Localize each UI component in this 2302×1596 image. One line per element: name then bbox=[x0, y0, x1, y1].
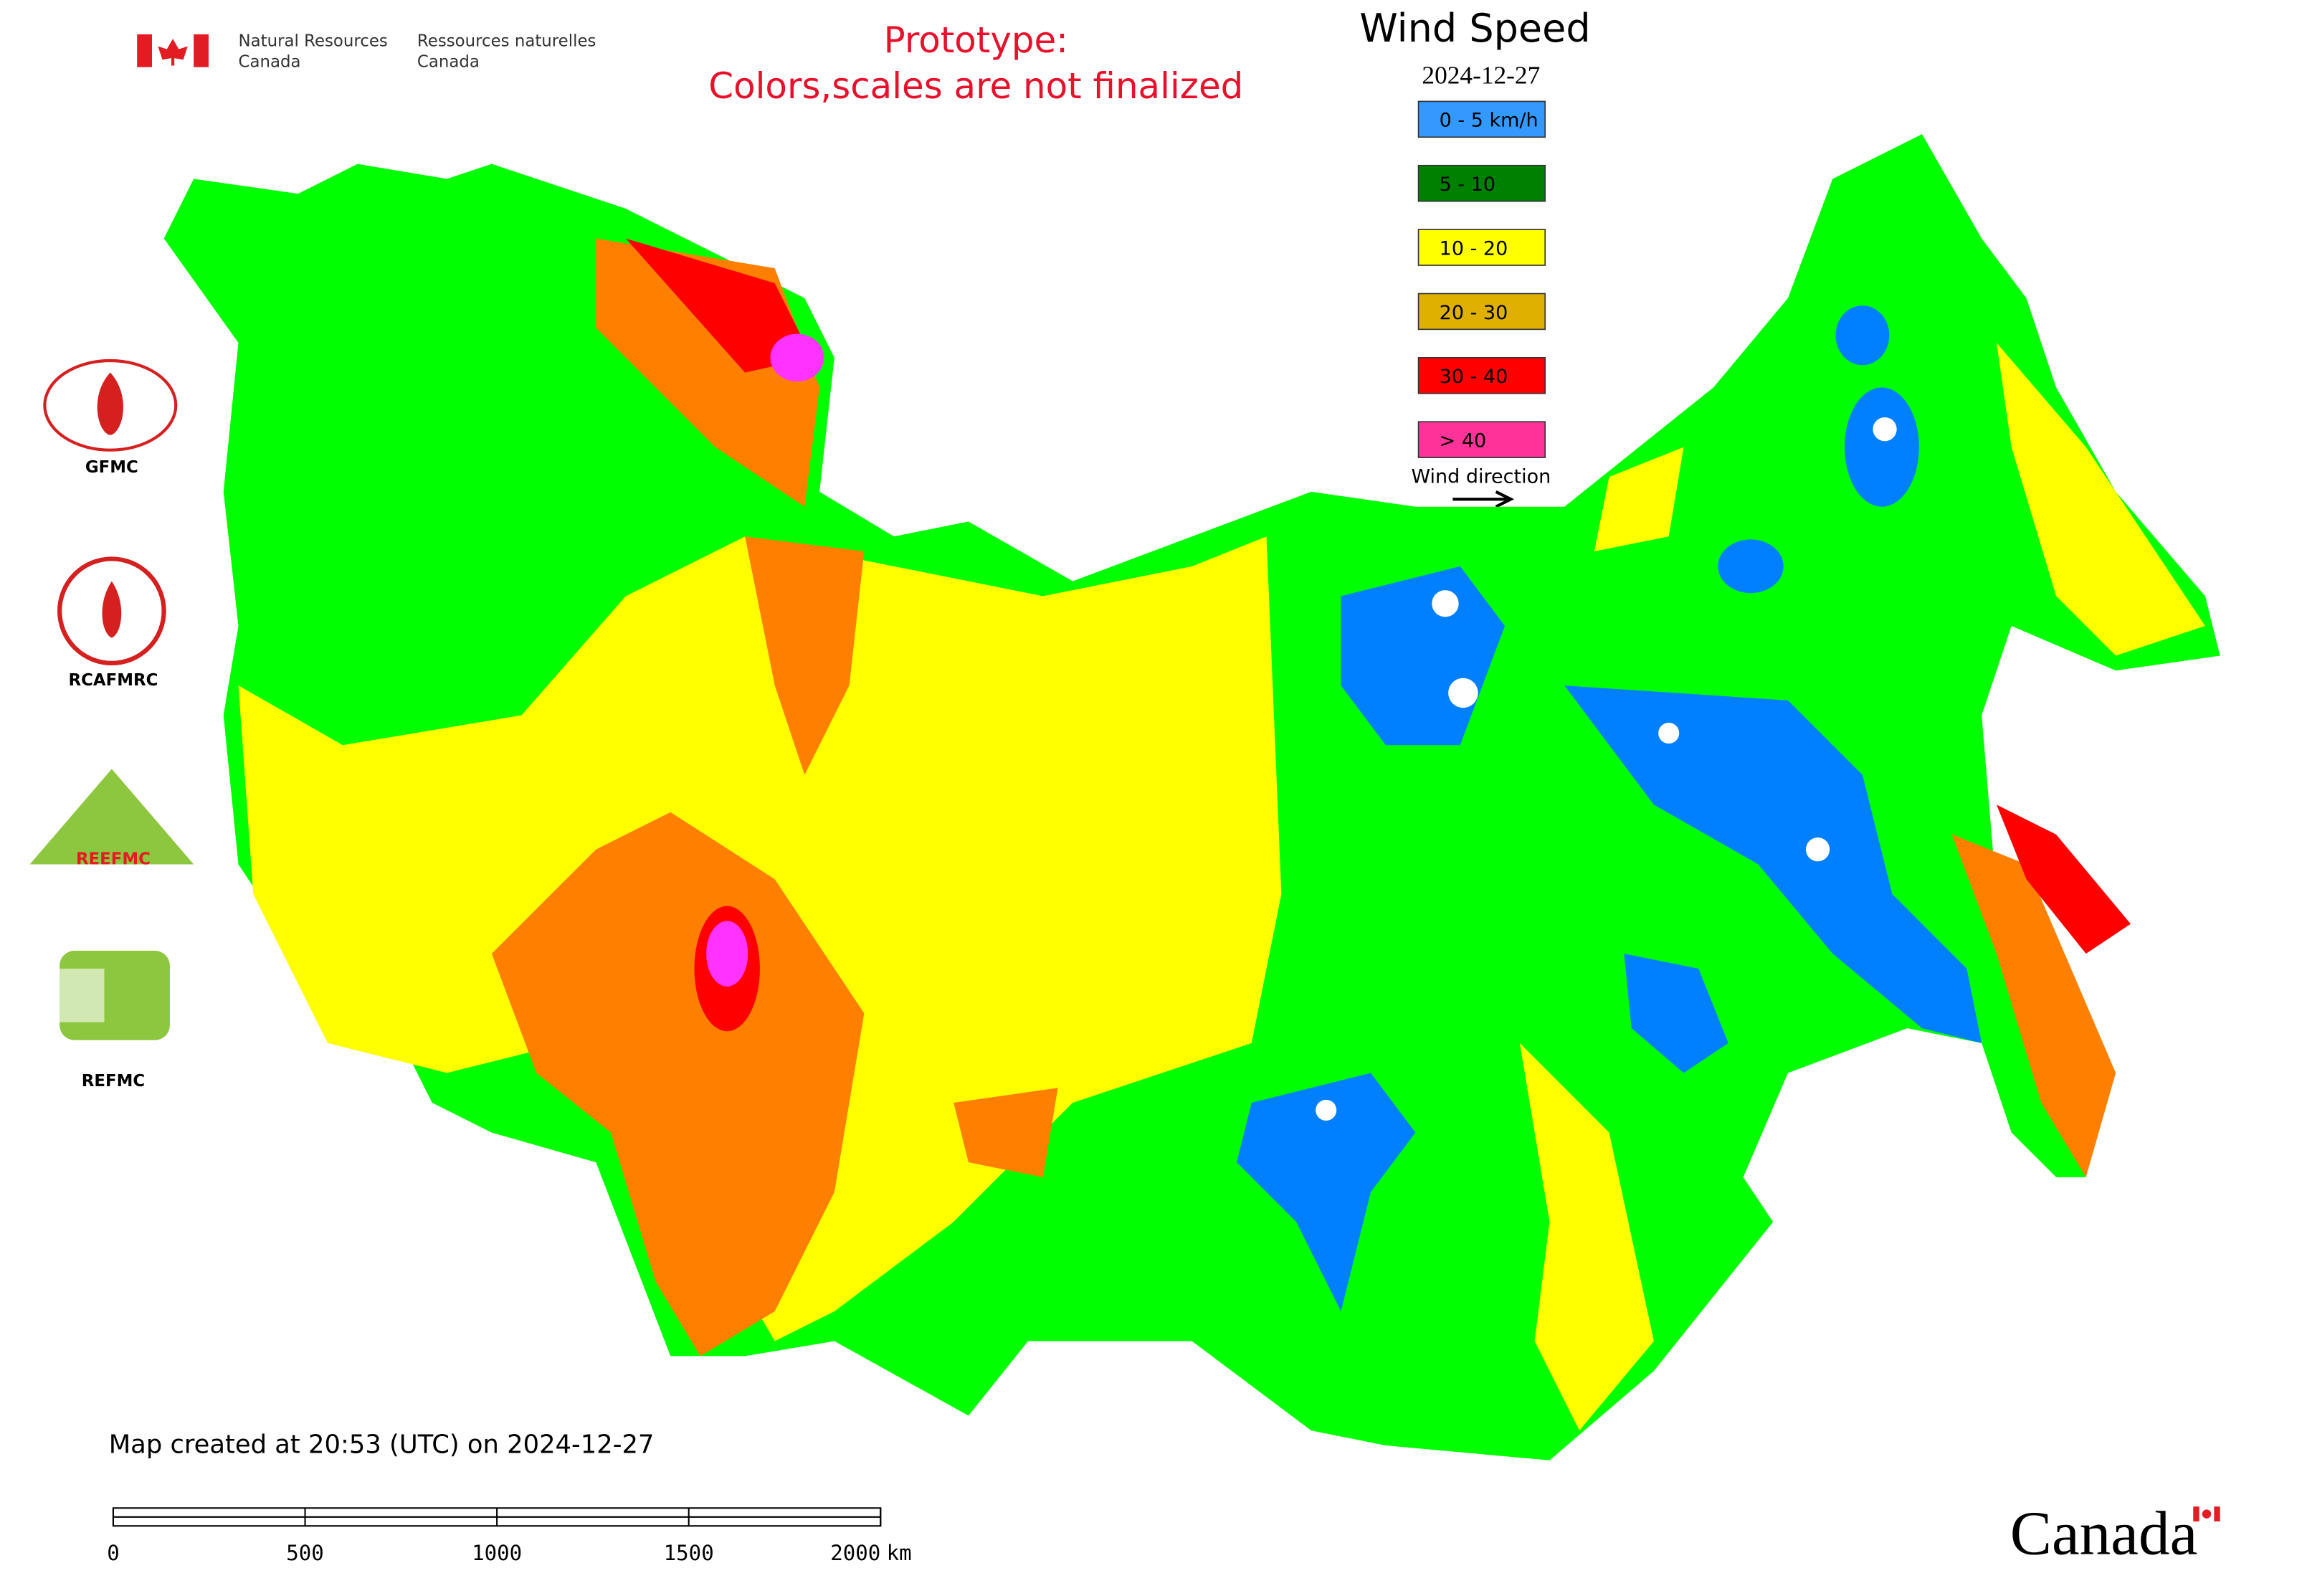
legend-label: 10 - 20 bbox=[1440, 237, 1508, 260]
canada-flag bbox=[137, 34, 209, 67]
legend: 0 - 5 km/h 5 - 10 10 - 20 20 - 30 30 - 40 > 4… bbox=[1417, 100, 1546, 458]
partner-label: REEFMC bbox=[76, 850, 151, 868]
org-en-line: Canada bbox=[239, 53, 301, 72]
legend-swatch bbox=[1417, 100, 1546, 138]
scale-bar: 0 500 1000 1500 2000 km bbox=[107, 1507, 912, 1565]
partner-label: GFMC bbox=[85, 458, 138, 477]
legend-swatch bbox=[1417, 229, 1546, 266]
legend-label: 0 - 5 km/h bbox=[1440, 110, 1538, 132]
legend-label: > 40 bbox=[1440, 430, 1487, 452]
prototype-notice: Colors,scales are not finalized bbox=[708, 65, 1243, 107]
creation-note: Map created at 20:53 (UTC) on 2024-12-27 bbox=[109, 1430, 655, 1459]
wordmark-flag bbox=[2193, 1506, 2220, 1522]
canada-wordmark: Canada bbox=[2010, 1498, 2198, 1568]
wind-direction-label: Wind direction bbox=[1411, 465, 1551, 488]
scale-label: 0 bbox=[107, 1541, 120, 1565]
partner-label: REFMC bbox=[82, 1072, 145, 1091]
map-regions bbox=[163, 134, 2220, 1460]
scale-unit: km bbox=[887, 1541, 912, 1565]
scale-label: 2000 bbox=[830, 1541, 880, 1565]
partner-label: RCAFMRC bbox=[69, 671, 158, 690]
scale-label: 1500 bbox=[664, 1541, 714, 1565]
legend-swatch bbox=[1417, 293, 1546, 331]
scale-label: 500 bbox=[286, 1541, 324, 1565]
wind-direction-arrow bbox=[1452, 490, 1515, 508]
org-en-line: Natural Resources bbox=[239, 32, 388, 50]
legend-swatch bbox=[1417, 357, 1546, 394]
legend-label: 30 - 40 bbox=[1440, 366, 1508, 388]
legend-swatch bbox=[1417, 421, 1546, 458]
legend-title: Wind Speed bbox=[1359, 6, 1590, 51]
legend-swatch bbox=[1417, 164, 1546, 202]
legend-label: 5 - 10 bbox=[1440, 174, 1495, 196]
legend-label: 20 - 30 bbox=[1440, 302, 1508, 324]
scale-label: 1000 bbox=[472, 1541, 522, 1565]
partner-logos bbox=[29, 358, 194, 1040]
legend-date: 2024-12-27 bbox=[1422, 61, 1540, 89]
prototype-notice: Prototype: bbox=[884, 19, 1068, 61]
org-fr-line: Ressources naturelles bbox=[417, 32, 596, 50]
org-fr-line: Canada bbox=[417, 53, 480, 72]
